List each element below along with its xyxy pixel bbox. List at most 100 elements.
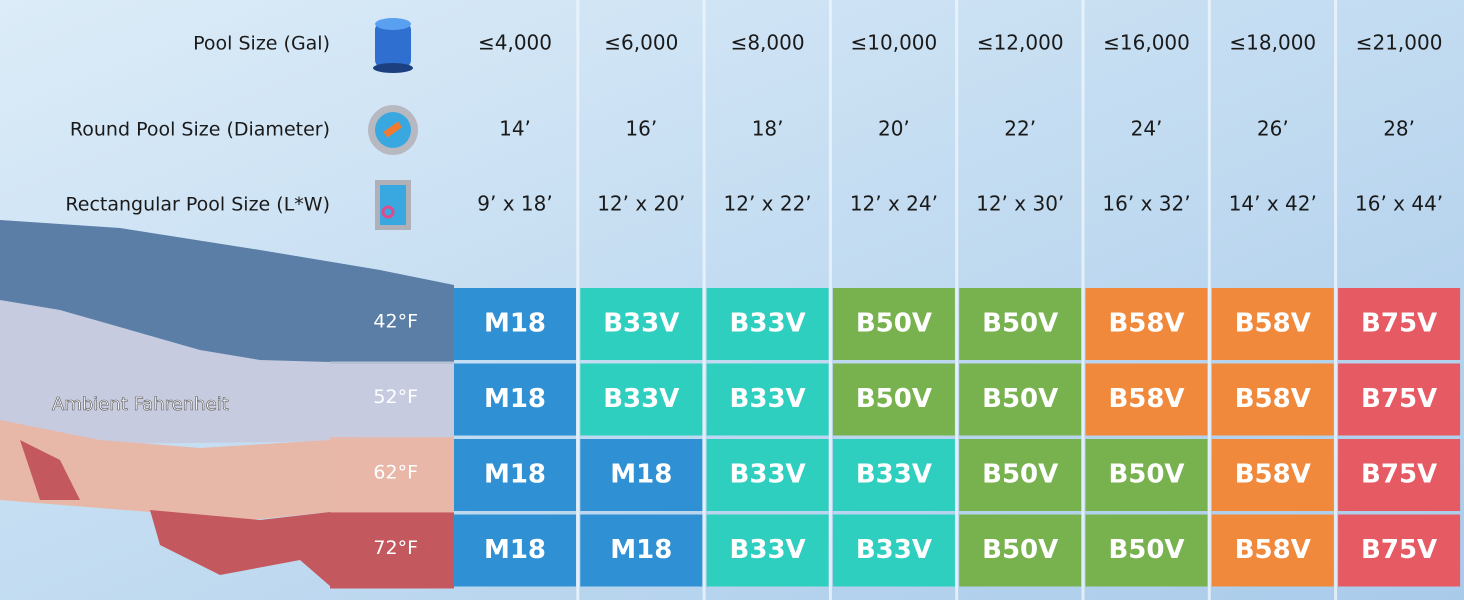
temp-cell [330,361,454,438]
model-cell [454,363,576,436]
header-value: 16’ x 44’ [1355,192,1443,216]
model-cell [1338,363,1461,436]
model-cell [959,363,1082,436]
model-label: B75V [1361,384,1437,414]
header-value: 16’ x 32’ [1102,192,1190,216]
model-label: B33V [856,535,932,565]
header-value: 12’ x 22’ [724,192,812,216]
header-value: 18’ [752,117,784,141]
model-cell [454,514,576,587]
column-separator [828,0,832,600]
model-cell [832,514,955,587]
column-separator [955,0,959,600]
model-label: M18 [484,384,546,414]
header-value: 12’ x 30’ [976,192,1064,216]
model-label: M18 [484,460,546,490]
model-label: B33V [730,309,806,339]
temp-cell [330,437,454,513]
model-label: B50V [982,460,1058,490]
header-value: 22’ [1004,117,1036,141]
model-label: B33V [730,535,806,565]
model-cell [959,288,1082,360]
model-cell [1085,288,1208,360]
model-cell [1211,514,1334,587]
model-label: B75V [1361,460,1437,490]
model-cell [1085,439,1208,511]
model-label: B58V [1108,309,1184,339]
model-label: B33V [730,384,806,414]
column-separator [702,0,706,600]
model-label: B50V [982,309,1058,339]
model-label: B33V [730,460,806,490]
header-value: ≤10,000 [851,31,938,55]
model-label: M18 [610,535,672,565]
header-label: Round Pool Size (Diameter) [70,119,330,141]
model-label: B33V [603,309,679,339]
model-cell [1211,363,1334,436]
column-separator [1334,0,1338,600]
model-cell [706,363,829,436]
temp-label: 42°F [373,311,418,333]
round-pool-icon [368,105,418,155]
model-cell [959,439,1082,511]
model-label: B50V [982,384,1058,414]
header-value: 28’ [1383,117,1415,141]
model-cell [959,514,1082,587]
temp-cell [330,512,454,589]
header-value: ≤18,000 [1229,31,1316,55]
header-value: 14’ [499,117,531,141]
model-cell [1338,288,1461,360]
model-label: B58V [1235,460,1311,490]
model-label: B58V [1235,535,1311,565]
model-cell [1211,439,1334,511]
model-cell [580,363,703,436]
model-cell [832,439,955,511]
temp-label: 72°F [373,537,418,559]
header-label: Rectangular Pool Size (L*W) [65,194,330,216]
model-cell [1338,514,1461,587]
model-label: B33V [603,384,679,414]
pool-icon [373,18,413,73]
header-value: 20’ [878,117,910,141]
model-cell [454,288,576,360]
column-separator [1081,0,1085,600]
header-value: 12’ x 24’ [850,192,938,216]
header-value: 26’ [1257,117,1289,141]
model-label: B58V [1108,384,1184,414]
model-cell [1085,514,1208,587]
model-label: B58V [1235,309,1311,339]
model-label: M18 [484,535,546,565]
model-cell [580,439,703,511]
model-label: B75V [1361,535,1437,565]
model-label: B75V [1361,309,1437,339]
temp-cell [330,288,454,364]
temp-label: 52°F [373,386,418,408]
model-cell [1338,439,1461,511]
model-label: M18 [484,309,546,339]
model-label: B50V [856,309,932,339]
map-label: Ambient Fahrenheit [52,394,229,415]
header-value: 9’ x 18’ [477,192,552,216]
header-value: ≤4,000 [478,31,552,55]
column-separator [1207,0,1211,600]
model-cell [832,288,955,360]
header-value: 12’ x 20’ [597,192,685,216]
model-cell [454,439,576,511]
model-cell [706,514,829,587]
model-cell [832,363,955,436]
header-value: ≤8,000 [731,31,805,55]
model-label: B50V [982,535,1058,565]
model-cell [706,439,829,511]
header-value: 24’ [1131,117,1163,141]
model-cell [706,288,829,360]
model-cell [1085,363,1208,436]
header-value: ≤12,000 [977,31,1064,55]
header-value: ≤6,000 [604,31,678,55]
model-label: B58V [1235,384,1311,414]
rect-pool-icon [375,180,411,230]
model-label: B50V [856,384,932,414]
model-label: B50V [1108,460,1184,490]
model-label: B33V [856,460,932,490]
model-cell [1211,288,1334,360]
